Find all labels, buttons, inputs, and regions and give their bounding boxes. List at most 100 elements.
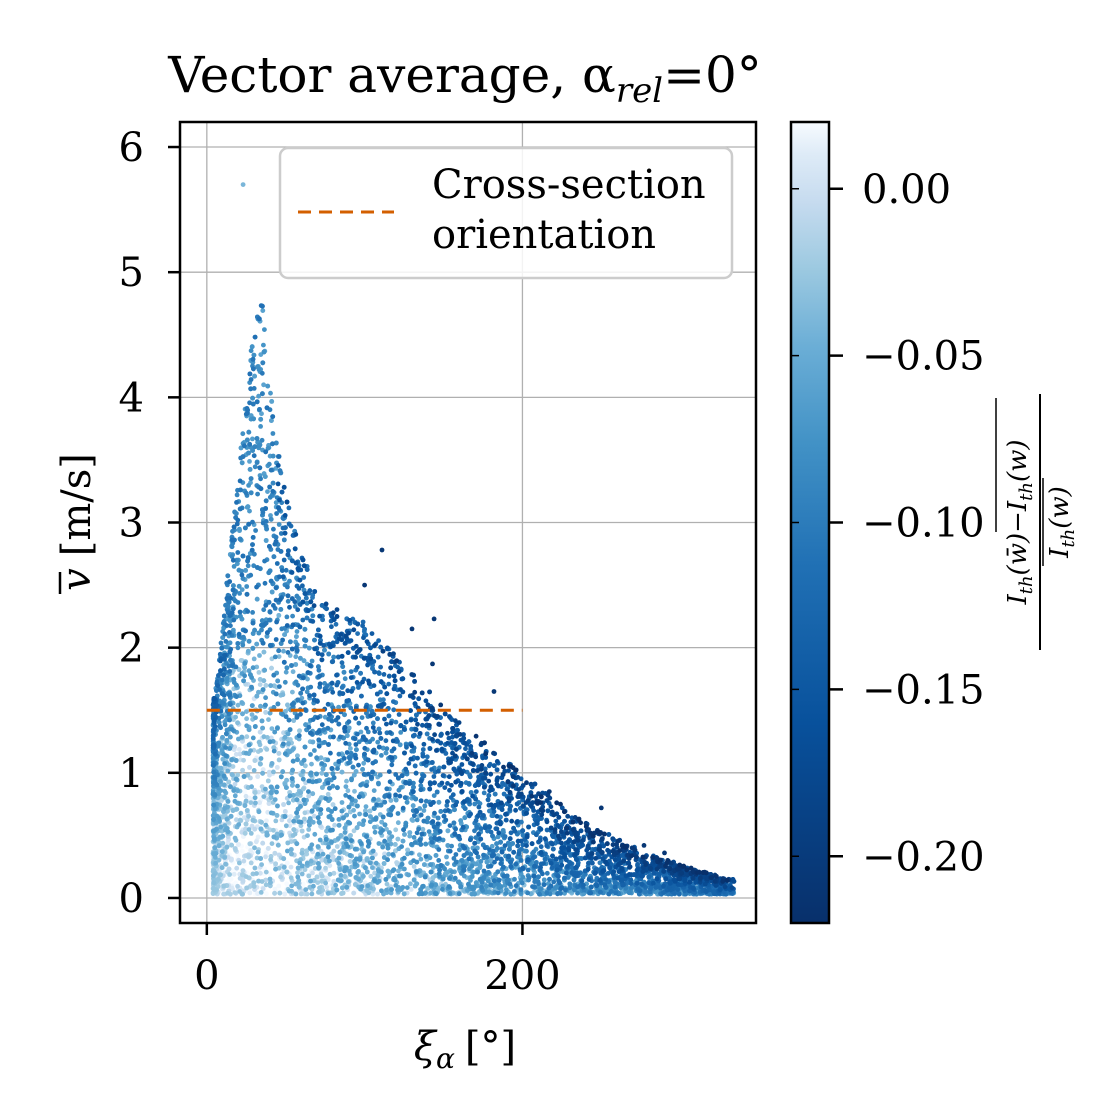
scatter-point bbox=[257, 729, 263, 735]
scatter-point bbox=[222, 794, 227, 800]
scatter-point bbox=[422, 803, 428, 809]
scatter-point bbox=[243, 525, 248, 531]
scatter-point bbox=[411, 784, 416, 790]
scatter-point bbox=[212, 792, 218, 798]
scatter-point bbox=[339, 800, 345, 805]
scatter-point bbox=[541, 877, 547, 883]
scatter-point bbox=[281, 864, 287, 870]
scatter-point bbox=[575, 890, 580, 896]
scatter-point bbox=[344, 812, 349, 818]
scatter-point bbox=[229, 757, 235, 762]
scatter-point bbox=[237, 817, 243, 823]
scatter-point bbox=[287, 818, 292, 824]
scatter-point bbox=[395, 820, 401, 826]
scatter-point bbox=[216, 843, 222, 849]
scatter-point bbox=[221, 773, 227, 779]
scatter-point bbox=[253, 715, 258, 721]
scatter-point bbox=[358, 729, 364, 735]
scatter-point bbox=[250, 646, 256, 651]
scatter-point bbox=[420, 883, 426, 889]
scatter-point bbox=[244, 808, 250, 813]
scatter-point bbox=[290, 767, 295, 773]
scatter-point bbox=[396, 787, 402, 793]
scatter-point bbox=[241, 678, 247, 684]
scatter-point bbox=[453, 859, 459, 865]
scatter-point bbox=[258, 416, 264, 422]
scatter-point bbox=[291, 718, 297, 723]
scatter-point bbox=[233, 751, 239, 757]
scatter-point bbox=[342, 830, 348, 835]
scatter-point bbox=[295, 865, 301, 871]
scatter-point bbox=[298, 655, 303, 661]
scatter-point bbox=[315, 844, 321, 849]
scatter-point bbox=[435, 815, 441, 821]
scatter-point bbox=[211, 851, 217, 857]
scatter-point bbox=[271, 554, 277, 560]
scatter-point bbox=[447, 876, 452, 881]
scatter-point bbox=[268, 516, 274, 522]
scatter-point bbox=[244, 709, 249, 714]
scatter-point bbox=[312, 748, 317, 753]
scatter-point bbox=[466, 881, 471, 887]
scatter-point bbox=[301, 797, 307, 803]
scatter-point bbox=[271, 769, 276, 775]
scatter-point bbox=[237, 536, 243, 542]
scatter-point bbox=[283, 669, 289, 675]
scatter-point bbox=[252, 845, 257, 851]
scatter-point bbox=[222, 788, 228, 794]
scatter-point bbox=[258, 747, 264, 753]
scatter-point bbox=[418, 889, 424, 895]
scatter-point bbox=[337, 849, 343, 855]
scatter-point bbox=[336, 817, 342, 822]
scatter-point bbox=[384, 881, 390, 887]
scatter-point bbox=[433, 882, 439, 888]
scatter-point bbox=[239, 848, 245, 854]
scatter-point bbox=[242, 665, 248, 670]
scatter-point bbox=[310, 613, 316, 619]
scatter-point bbox=[235, 702, 241, 708]
scatter-point bbox=[238, 613, 243, 619]
scatter-point bbox=[461, 853, 467, 858]
scatter-point bbox=[243, 826, 248, 832]
scatter-point bbox=[246, 450, 251, 456]
scatter-point bbox=[308, 878, 313, 884]
scatter-point bbox=[351, 772, 357, 778]
scatter-point bbox=[267, 876, 273, 882]
scatter-point bbox=[269, 761, 275, 766]
scatter-point bbox=[489, 843, 495, 849]
scatter-point bbox=[263, 498, 269, 504]
scatter-point bbox=[393, 883, 399, 888]
scatter-point bbox=[268, 795, 274, 800]
scatter-point bbox=[341, 844, 347, 850]
scatter-point bbox=[246, 813, 252, 819]
scatter-point bbox=[406, 872, 411, 878]
scatter-point bbox=[435, 887, 441, 893]
scatter-point bbox=[319, 878, 325, 884]
scatter-point bbox=[370, 848, 376, 854]
scatter-point bbox=[330, 771, 336, 777]
scatter-point bbox=[271, 683, 277, 689]
scatter-point bbox=[251, 880, 257, 885]
scatter-point bbox=[449, 843, 454, 849]
scatter-point bbox=[429, 882, 435, 888]
scatter-point bbox=[276, 654, 282, 659]
scatter-point bbox=[285, 598, 291, 604]
scatter-point bbox=[246, 429, 252, 435]
scatter-point bbox=[447, 891, 453, 896]
scatter-point bbox=[276, 757, 282, 763]
scatter-point bbox=[270, 453, 276, 459]
scatter-point bbox=[288, 814, 293, 819]
scatter-point bbox=[285, 702, 290, 708]
scatter-point bbox=[353, 798, 358, 804]
scatter-point bbox=[327, 858, 332, 864]
scatter-point bbox=[395, 811, 401, 816]
scatter-point bbox=[440, 886, 445, 892]
scatter-point bbox=[258, 890, 264, 895]
scatter-point bbox=[319, 770, 325, 776]
scatter-point bbox=[414, 869, 419, 874]
scatter-point bbox=[243, 750, 249, 756]
scatter-point bbox=[265, 846, 271, 851]
scatter-point bbox=[410, 803, 416, 809]
scatter-point bbox=[498, 839, 503, 845]
scatter-point bbox=[393, 719, 399, 725]
